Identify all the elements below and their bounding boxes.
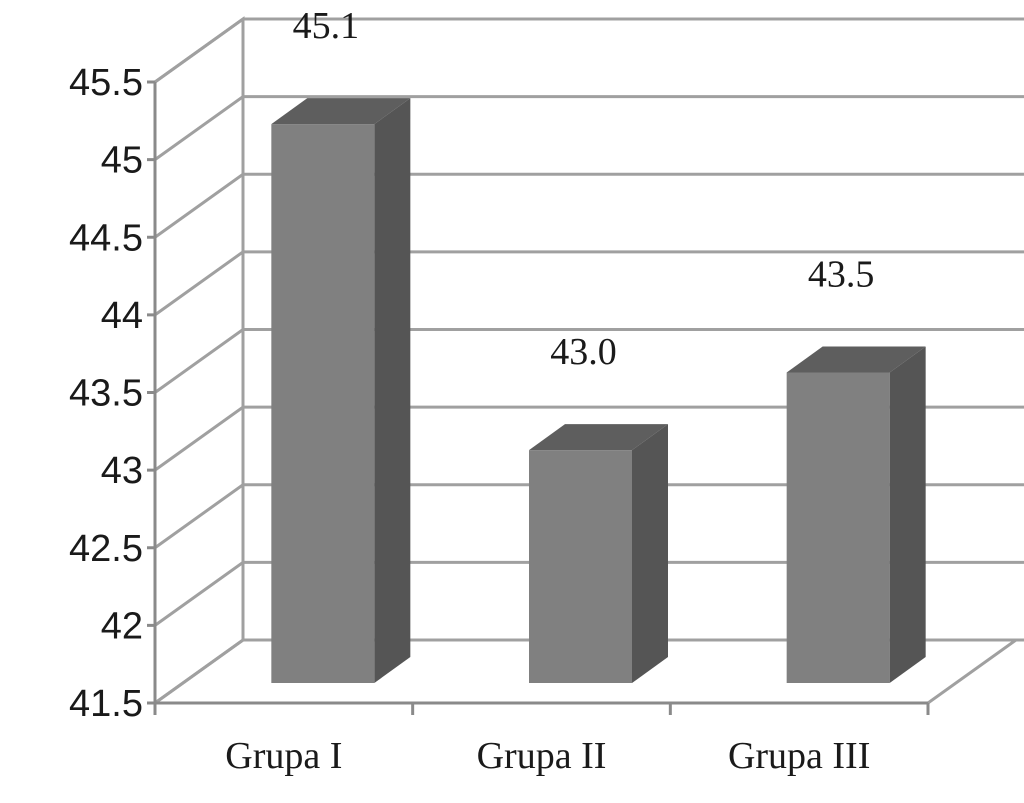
y-tick-label: 44: [101, 295, 143, 337]
gridline: [154, 483, 1024, 549]
gridlines: [154, 17, 1024, 705]
bar-front: [529, 450, 632, 683]
axes: [147, 80, 930, 715]
bar-front: [786, 372, 890, 683]
y-tick-label: 43: [101, 450, 143, 492]
gridline: [154, 328, 1024, 394]
y-tick-label: 45.5: [69, 62, 143, 104]
y-tick-label: 41.5: [69, 683, 143, 725]
y-tick-label: 43.5: [69, 373, 143, 415]
data-label: 45.1: [293, 5, 360, 47]
bar-top: [786, 346, 926, 373]
bar: [786, 346, 926, 683]
x-tick-label: Grupa III: [728, 735, 870, 777]
bar-front: [271, 124, 375, 684]
bar-side: [632, 424, 668, 683]
y-tick-label: 44.5: [69, 217, 143, 259]
data-labels: 45.1 43.0 43.5: [293, 5, 875, 373]
gridline: [154, 17, 1024, 84]
bar-side: [374, 98, 411, 684]
gridline: [154, 638, 1024, 705]
data-label: 43.5: [808, 254, 875, 296]
gridline: [154, 560, 1024, 627]
gridline: [154, 405, 1024, 472]
x-tick-labels: Grupa I Grupa II Grupa III: [225, 735, 870, 777]
x-tick-label: Grupa I: [225, 735, 342, 777]
y-tick-label: 45: [101, 140, 143, 182]
bar-side: [889, 346, 926, 683]
x-tick-label: Grupa II: [477, 735, 607, 777]
y-tick-label: 42: [101, 605, 143, 647]
gridline: [154, 95, 1024, 161]
y-tick-labels: 41.5 42 42.5 43 43.5 44 44.5 45 45.5: [69, 62, 143, 725]
bar: [271, 98, 411, 684]
gridline: [154, 172, 1024, 239]
bar-top: [529, 424, 668, 451]
y-tick-label: 42.5: [69, 528, 143, 570]
gridline: [154, 250, 1024, 317]
data-label: 43.0: [550, 331, 617, 373]
bar: [529, 424, 668, 683]
bars: [271, 98, 926, 684]
bar-top: [271, 98, 411, 125]
